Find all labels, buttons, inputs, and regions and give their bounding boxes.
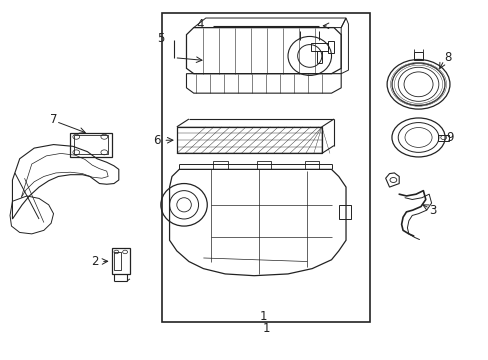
Bar xyxy=(74,135,107,154)
Text: 4: 4 xyxy=(196,18,203,31)
Bar xyxy=(413,53,423,60)
Bar xyxy=(305,161,319,169)
Text: 6: 6 xyxy=(152,134,160,147)
Text: 1: 1 xyxy=(262,321,269,335)
Text: 9: 9 xyxy=(446,131,453,144)
Text: 2: 2 xyxy=(91,255,98,268)
Bar xyxy=(310,43,327,51)
Bar xyxy=(111,248,130,274)
Text: 7: 7 xyxy=(50,113,57,126)
Bar xyxy=(213,161,227,169)
Bar xyxy=(114,252,121,270)
Text: 1: 1 xyxy=(260,310,267,323)
Bar xyxy=(70,133,111,157)
Bar xyxy=(162,13,369,322)
Text: 5: 5 xyxy=(157,32,164,45)
Bar xyxy=(177,127,321,153)
Bar xyxy=(327,41,333,54)
Text: 8: 8 xyxy=(443,51,450,64)
Text: 3: 3 xyxy=(428,204,436,217)
Bar xyxy=(338,205,350,219)
Bar xyxy=(256,161,270,169)
Bar xyxy=(437,135,447,141)
